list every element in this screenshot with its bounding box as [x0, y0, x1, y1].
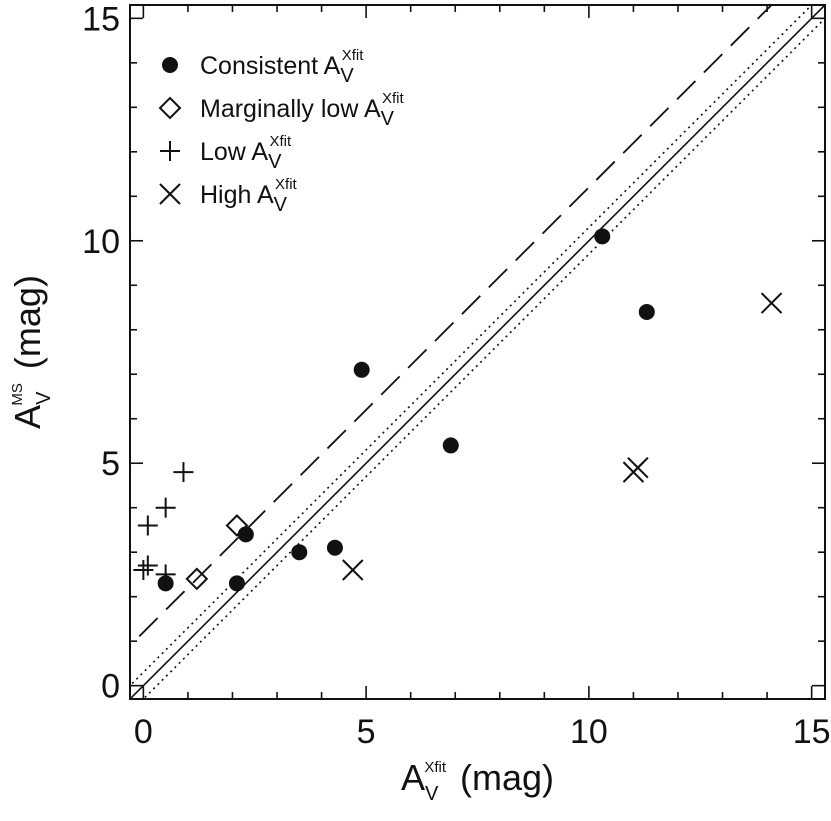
legend-label-name: Marginally low A — [200, 95, 381, 123]
y-axis-label-sub: V — [33, 391, 55, 405]
reference-line-dashed-3 — [130, 5, 773, 647]
axis-ticks: 0 5 10 15 0 5 10 15 — [82, 0, 830, 751]
legend-label: Marginally low AVXfit — [200, 90, 404, 130]
legend-label-name: High A — [200, 181, 274, 209]
reference-line-dotted-1 — [130, 5, 813, 687]
reference-lines — [130, 5, 825, 699]
point-cross-b — [627, 456, 649, 479]
y-axis-label: AV MS (mag) — [7, 275, 55, 429]
legend-label-sub: V — [268, 151, 282, 173]
point-plus — [155, 564, 176, 585]
legend-marker-cross — [159, 183, 181, 205]
point-filled-circle — [326, 539, 343, 556]
x-tick-label: 0 — [134, 713, 153, 751]
legend-label-sub: V — [381, 108, 395, 130]
point-plus — [133, 559, 154, 580]
legend-marker-open-diamond — [158, 96, 182, 120]
y-tick-label: 0 — [101, 668, 120, 706]
data-points — [133, 228, 783, 592]
reference-line-solid-0 — [130, 5, 825, 699]
x-axis-label-sup: Xfit — [424, 759, 447, 776]
legend-label-name: Low A — [200, 138, 268, 166]
point-filled-circle — [237, 526, 254, 543]
point-filled-circle — [291, 544, 308, 561]
point-cross — [342, 559, 364, 581]
x-axis-label-unit: (mag) — [460, 757, 554, 798]
y-tick-label: 15 — [82, 0, 120, 38]
point-cross-b — [342, 559, 364, 581]
legend-label-sup: Xfit — [269, 133, 292, 150]
point-plus — [155, 497, 176, 518]
legend-label: Low AVXfit — [200, 133, 292, 173]
x-tick-label: 5 — [357, 713, 376, 751]
plot-frame — [129, 4, 826, 700]
point-open-diamond — [185, 567, 209, 591]
point-cross — [760, 292, 783, 314]
point-filled-circle — [442, 437, 459, 454]
x-tick-label: 15 — [793, 713, 831, 751]
point-plus — [173, 462, 194, 483]
x-axis-label-base: A — [401, 757, 425, 798]
legend-label-sup: Xfit — [382, 90, 405, 107]
legend-marker-filled-circle — [162, 57, 178, 73]
reference-line-dotted-2 — [142, 17, 825, 699]
point-filled-circle — [353, 361, 370, 378]
y-axis-label-unit: (mag) — [7, 275, 48, 369]
point-plus — [137, 555, 158, 576]
point-plus — [137, 515, 158, 536]
y-tick-label: 10 — [82, 223, 120, 261]
y-tick-label: 5 — [101, 445, 120, 483]
legend-label-sup: Xfit — [275, 176, 298, 193]
point-cross-b — [760, 292, 783, 314]
legend-label: Consistent AVXfit — [200, 47, 364, 87]
x-axis-label: AV Xfit (mag) — [401, 757, 554, 805]
x-axis-label-sub: V — [425, 783, 439, 805]
legend-label-sub: V — [274, 194, 288, 216]
point-filled-circle — [594, 228, 611, 245]
point-filled-circle — [638, 303, 655, 320]
legend-label-sup: Xfit — [342, 47, 365, 64]
legend-marker-cross-b — [159, 183, 181, 205]
legend-marker-plus — [160, 141, 180, 161]
legend-label-sub: V — [340, 65, 354, 87]
point-filled-circle — [228, 575, 245, 592]
legend-label-name: Consistent A — [200, 52, 341, 80]
legend-label: High AVXfit — [200, 176, 298, 216]
y-axis-label-sup: MS — [9, 383, 26, 406]
x-tick-label: 10 — [570, 713, 608, 751]
point-open-diamond — [225, 514, 249, 537]
y-axis-label-base: A — [7, 405, 48, 429]
point-cross — [627, 456, 649, 479]
